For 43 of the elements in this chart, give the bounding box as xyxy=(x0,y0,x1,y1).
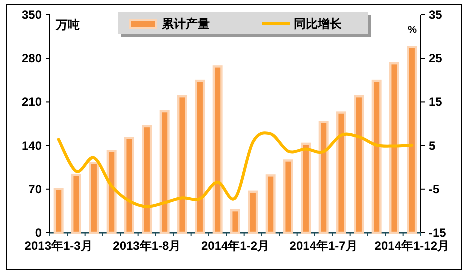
bar xyxy=(72,174,82,234)
bar xyxy=(248,190,258,234)
bar xyxy=(106,150,117,234)
bar xyxy=(195,80,206,234)
x-tick-label: 2013年1-3月 xyxy=(24,239,93,253)
y2-tick-label: 35 xyxy=(429,8,443,22)
bar xyxy=(266,174,276,234)
bar xyxy=(230,209,240,234)
line-series xyxy=(57,132,414,208)
bar xyxy=(160,110,170,234)
y-tick-label: 70 xyxy=(28,182,42,196)
bar xyxy=(407,46,418,234)
y-tick-label: 350 xyxy=(22,8,42,22)
x-tick-label: 2014年1-12月 xyxy=(374,239,450,253)
bar xyxy=(212,66,223,234)
bar xyxy=(336,112,346,234)
y2-tick-label: 15 xyxy=(429,95,443,110)
x-tick-label: 2014年1-2月 xyxy=(201,239,270,253)
legend-label: 同比增长 xyxy=(294,17,343,31)
y-tick-label: 210 xyxy=(22,95,42,110)
bar xyxy=(372,80,382,234)
bar xyxy=(89,162,100,234)
bar xyxy=(284,160,294,234)
y2-axis-title: % xyxy=(408,25,418,36)
y2-tick-label: 25 xyxy=(429,52,443,66)
y-tick-label: 0 xyxy=(35,226,42,240)
y2-tick-label: -15 xyxy=(429,226,447,240)
legend-label: 累计产量 xyxy=(161,17,210,31)
y-tick-label: 140 xyxy=(22,138,42,153)
bar xyxy=(390,62,400,234)
y-axis-title: 万吨 xyxy=(55,18,80,32)
bar xyxy=(354,95,364,234)
y2-tick-label: -5 xyxy=(429,182,440,196)
y-tick-label: 280 xyxy=(22,52,42,66)
x-tick-label: 2014年1-7月 xyxy=(290,239,358,253)
bar xyxy=(54,188,64,234)
y2-tick-label: 5 xyxy=(429,138,436,153)
bar xyxy=(301,142,312,234)
bar xyxy=(124,137,134,234)
bar xyxy=(178,95,188,234)
bar xyxy=(142,125,152,234)
x-tick-label: 2013年1-8月 xyxy=(113,239,182,253)
bar xyxy=(318,121,329,234)
